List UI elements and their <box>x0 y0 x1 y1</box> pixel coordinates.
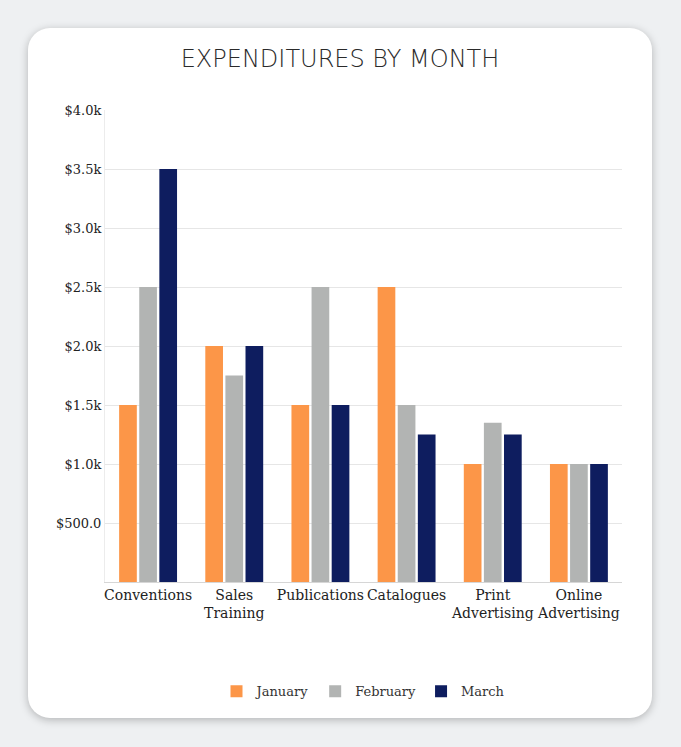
svg-text:February: February <box>355 684 416 699</box>
svg-text:March: March <box>461 684 505 699</box>
svg-text:OnlineAdvertising: OnlineAdvertising <box>537 587 620 621</box>
svg-text:$500.0: $500.0 <box>56 516 102 531</box>
svg-text:$3.5k: $3.5k <box>65 162 102 177</box>
svg-text:$4.0k: $4.0k <box>65 103 102 118</box>
svg-text:$3.0k: $3.0k <box>65 221 102 236</box>
svg-text:EXPENDITURES BY MONTH: EXPENDITURES BY MONTH <box>181 45 500 73</box>
svg-text:Catalogues: Catalogues <box>367 587 446 603</box>
svg-text:Conventions: Conventions <box>104 587 192 603</box>
svg-text:Publications: Publications <box>277 587 364 603</box>
svg-text:SalesTraining: SalesTraining <box>204 587 264 621</box>
svg-text:$1.0k: $1.0k <box>65 457 102 472</box>
svg-text:$2.5k: $2.5k <box>65 280 102 295</box>
svg-text:$2.0k: $2.0k <box>65 339 102 354</box>
svg-text:PrintAdvertising: PrintAdvertising <box>451 587 534 621</box>
svg-text:$1.5k: $1.5k <box>65 398 102 413</box>
svg-text:January: January <box>255 684 309 699</box>
